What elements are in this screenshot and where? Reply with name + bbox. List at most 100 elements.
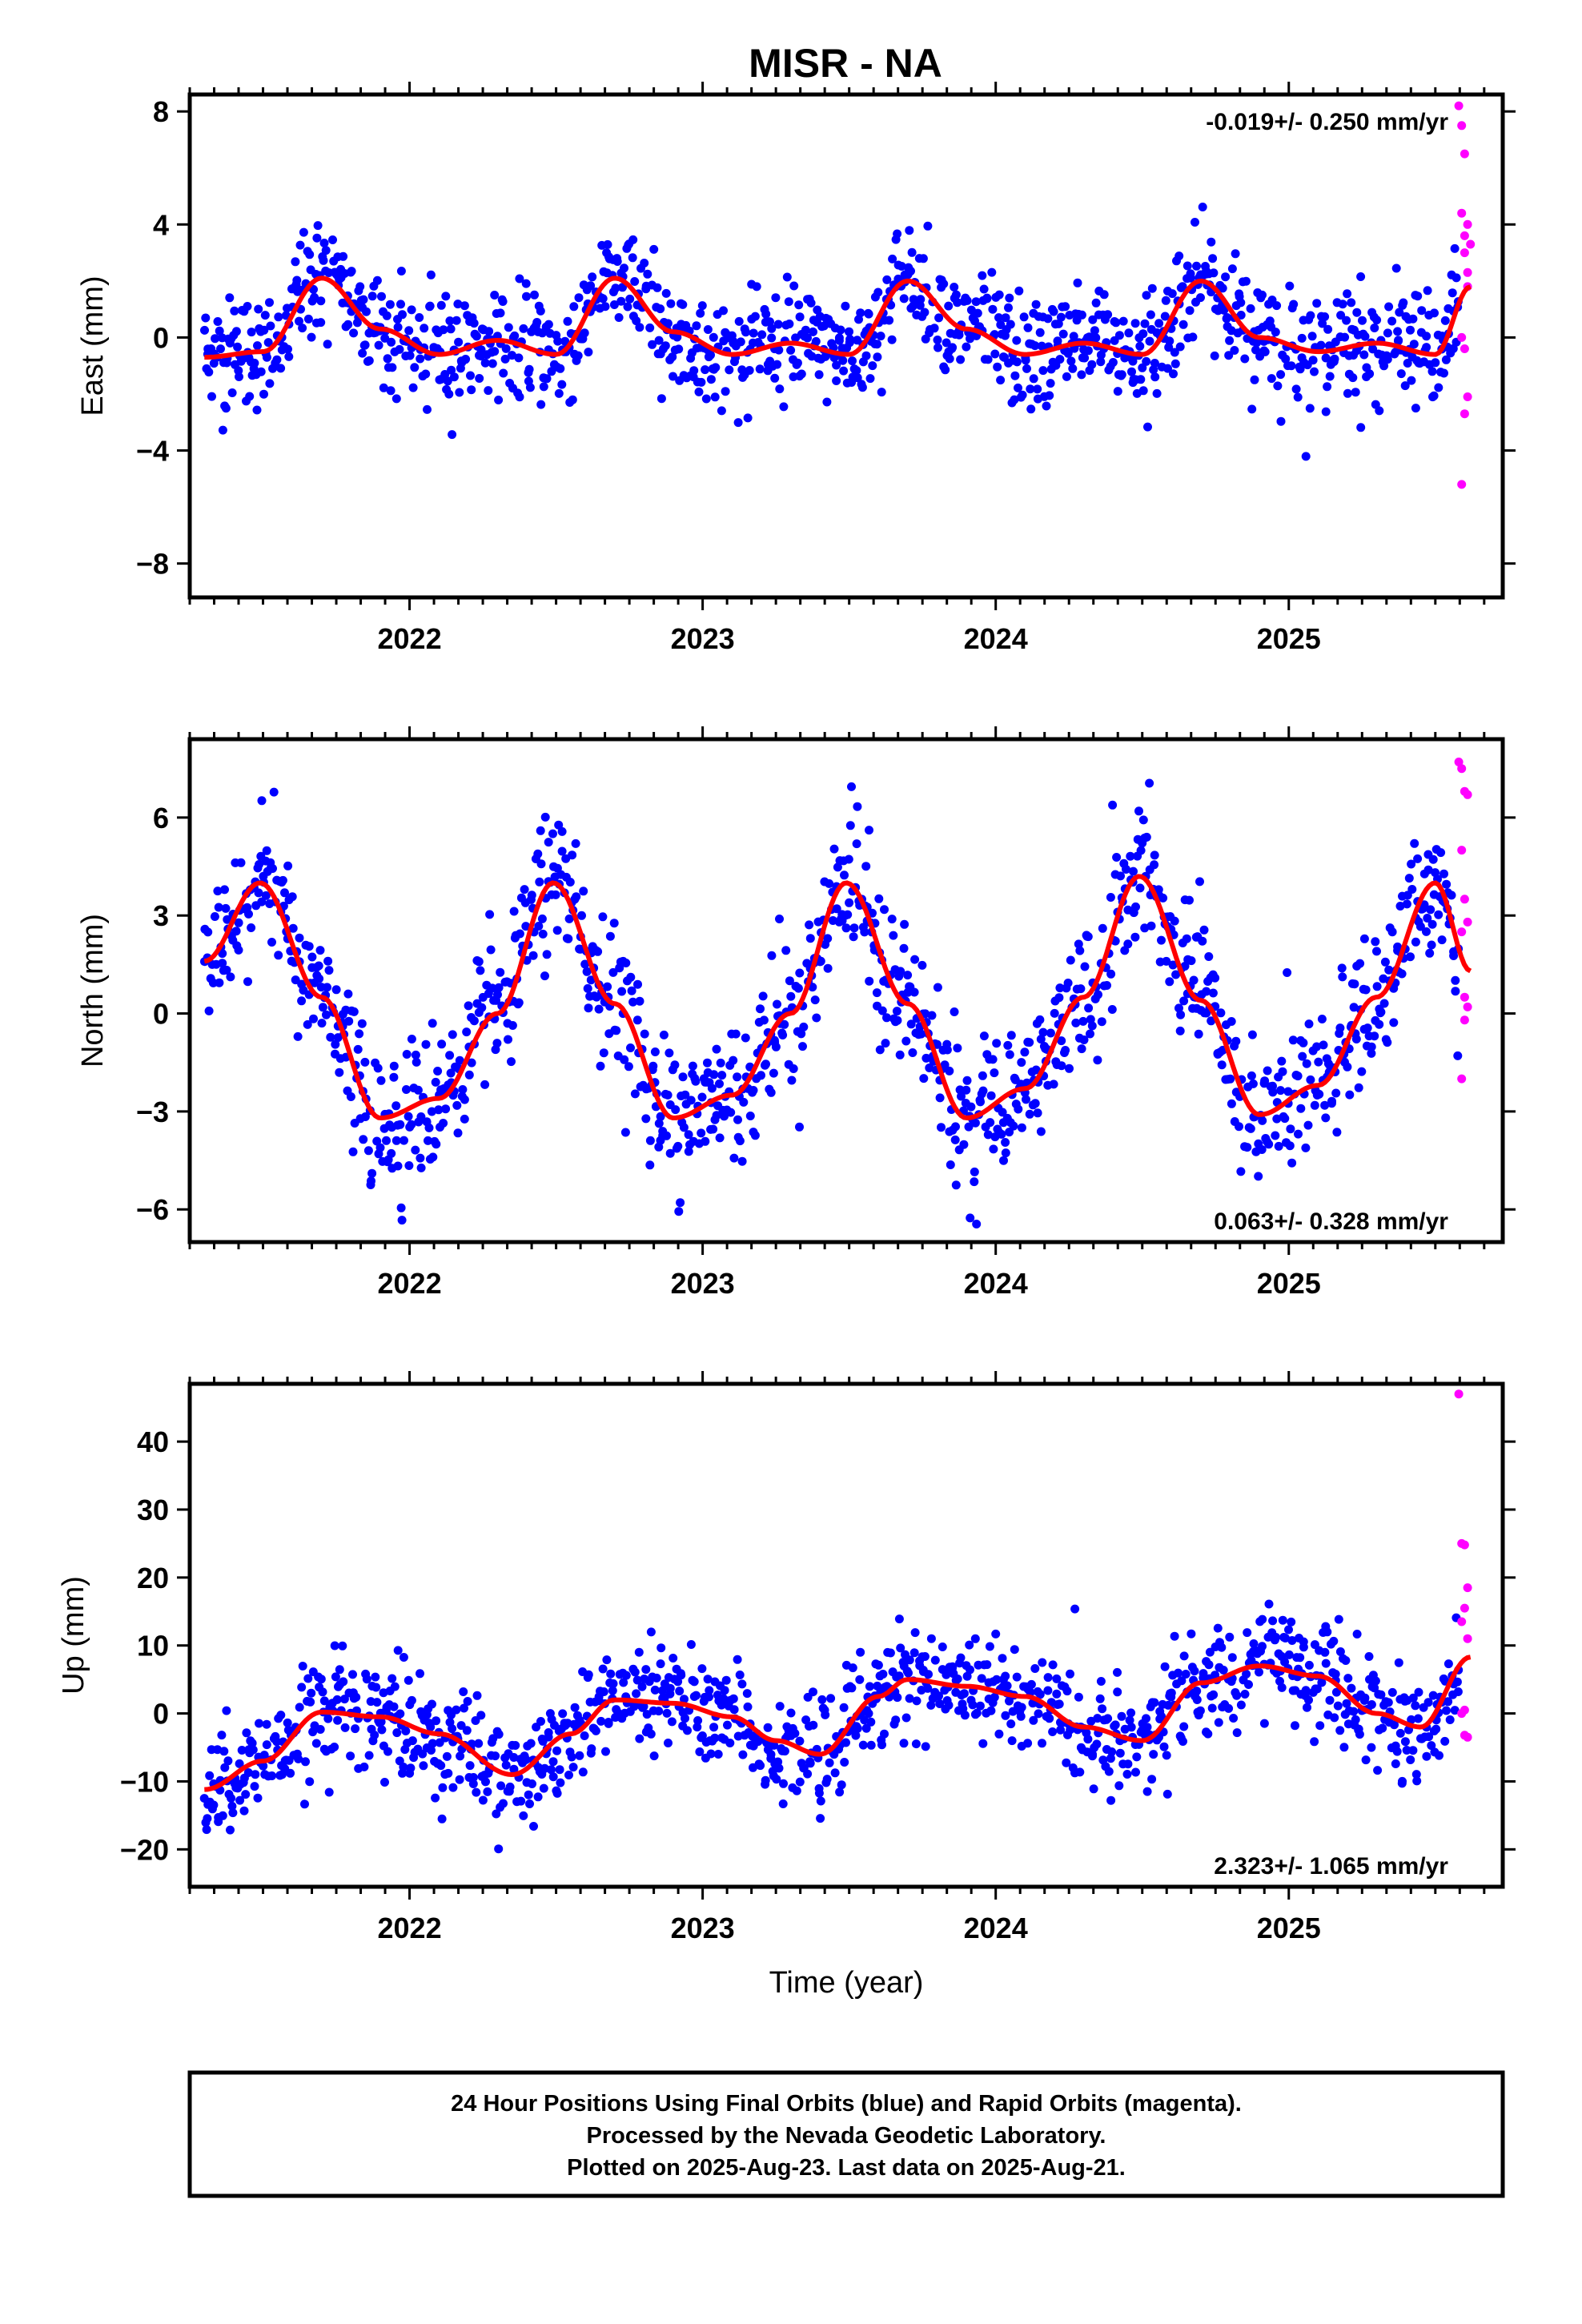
north-final-point (1359, 934, 1369, 943)
east-final-point (887, 335, 897, 344)
up-final-point (519, 1811, 528, 1820)
east-final-point (982, 293, 992, 303)
up-final-point (1030, 1664, 1040, 1673)
north-final-point (767, 951, 777, 960)
east-final-point (1010, 371, 1020, 380)
north-final-point (1263, 1066, 1272, 1076)
north-final-point (231, 927, 241, 936)
north-final-point (1171, 970, 1181, 979)
north-final-point (1379, 999, 1389, 1008)
up-final-point (738, 1750, 748, 1759)
north-final-point (795, 968, 805, 978)
north-final-point (269, 787, 279, 797)
north-final-point (467, 1058, 476, 1068)
east-final-point (794, 300, 804, 310)
east-final-point (1167, 289, 1177, 299)
north-final-point (593, 947, 603, 956)
east-rate-label: -0.019+/- 0.250 mm/yr (1206, 109, 1448, 135)
north-final-point (267, 938, 276, 947)
north-final-point (1054, 993, 1064, 1003)
north-final-point (373, 1063, 383, 1073)
east-xtick-label: 2024 (964, 622, 1028, 655)
north-final-point (656, 1112, 665, 1121)
north-final-point (1204, 952, 1214, 961)
east-final-point (1014, 286, 1024, 296)
up-model-curve (204, 1655, 1472, 1792)
north-final-point (1227, 1099, 1236, 1108)
north-final-point (1094, 990, 1102, 999)
up-final-point (998, 1654, 1007, 1663)
east-final-point (1223, 313, 1232, 322)
up-final-point (689, 1677, 699, 1687)
east-final-point (697, 377, 706, 387)
east-final-point (1043, 314, 1053, 324)
up-final-point (1268, 1616, 1278, 1626)
up-final-point (992, 1675, 1002, 1684)
up-final-point (307, 1688, 316, 1698)
up-final-point (709, 1723, 719, 1732)
up-final-point (552, 1788, 562, 1798)
north-final-point (309, 1014, 318, 1023)
north-final-point (882, 1013, 891, 1023)
north-final-point (579, 887, 588, 896)
up-final-point (710, 1733, 720, 1743)
up-rapid-point (1463, 1583, 1472, 1593)
east-final-point (303, 314, 313, 324)
east-final-point (717, 406, 726, 416)
north-final-point (323, 983, 331, 992)
north-final-point (906, 1019, 916, 1029)
up-final-point (598, 1664, 608, 1674)
north-final-point (1299, 1038, 1308, 1047)
east-final-point (425, 301, 435, 311)
north-final-point (840, 870, 849, 880)
up-final-point (524, 1790, 533, 1799)
north-final-point (1036, 1127, 1046, 1136)
east-final-point (467, 385, 476, 395)
north-final-point (1320, 1100, 1330, 1110)
up-final-point (237, 1746, 247, 1755)
east-final-point (380, 333, 390, 343)
up-final-point (1213, 1623, 1223, 1633)
up-final-point (841, 1738, 850, 1747)
north-final-point (1327, 1099, 1336, 1108)
up-final-point (253, 1793, 263, 1803)
east-final-point (1231, 249, 1240, 259)
north-final-point (1363, 1023, 1372, 1033)
up-final-point (632, 1675, 642, 1685)
east-final-point (447, 365, 456, 375)
north-final-point (951, 1180, 961, 1190)
north-final-point (400, 1136, 408, 1145)
north-final-point (283, 861, 293, 870)
east-rapid-point (1457, 332, 1467, 342)
north-final-point (609, 919, 619, 928)
north-final-point (1314, 1057, 1323, 1067)
up-final-point (1413, 1714, 1423, 1723)
north-final-point (598, 912, 608, 922)
north-final-point (1185, 895, 1194, 905)
up-final-point (944, 1700, 954, 1710)
up-final-point (851, 1731, 861, 1740)
up-ytick-label: 40 (137, 1425, 169, 1458)
east-final-point (1448, 344, 1458, 353)
east-final-point (307, 332, 316, 342)
east-final-point (741, 328, 750, 337)
up-final-point (1106, 1754, 1115, 1763)
east-final-point (1138, 363, 1147, 372)
east-final-point (893, 229, 902, 239)
east-final-point (1427, 367, 1437, 376)
east-final-point (882, 275, 892, 284)
north-final-point (676, 1198, 685, 1208)
east-final-point (994, 290, 1004, 300)
north-final-point (950, 1135, 960, 1144)
up-final-point (1387, 1687, 1397, 1697)
east-final-point (666, 299, 676, 308)
up-final-point (1236, 1700, 1246, 1710)
east-final-point (1209, 268, 1219, 278)
north-final-point (829, 844, 839, 854)
north-final-point (1165, 977, 1174, 987)
north-final-point (823, 934, 833, 943)
up-final-point (1315, 1721, 1325, 1731)
up-final-point (1062, 1758, 1071, 1767)
east-final-point (907, 247, 917, 257)
up-final-point (1093, 1714, 1102, 1723)
